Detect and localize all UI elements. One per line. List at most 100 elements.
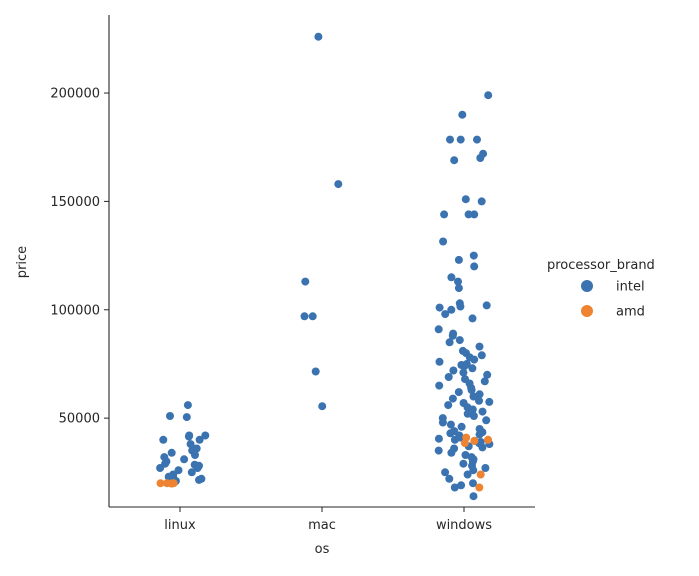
data-point-amd-windows [475,483,484,492]
data-point-amd-linux [167,479,176,488]
data-point-intel-windows [470,355,479,364]
data-point-intel-windows [444,373,453,381]
data-point-intel-windows [470,210,479,219]
data-point-intel-windows [463,409,472,418]
legend-label-amd: amd [616,305,645,320]
data-point-intel-linux [180,455,189,464]
y-axis-label: price [15,246,30,278]
data-point-intel-windows [473,135,481,144]
data-point-intel-windows [457,422,466,431]
legend-marker-intel [581,280,593,292]
y-axis-ticks: 50000 100000 150000 200000 [50,87,109,427]
legend-label-intel: intel [616,280,645,295]
data-point-intel-linux [167,448,176,457]
data-point-intel-windows [446,135,454,144]
x-axis-label: os [315,542,330,557]
data-point-intel-windows [461,451,470,459]
data-point-intel-windows [454,277,462,286]
data-point-intel-linux [195,435,204,444]
x-tick-label: windows [436,518,492,533]
data-point-intel-windows [450,483,459,492]
x-tick-label: linux [164,518,196,533]
data-point-intel-windows [434,325,443,334]
data-point-intel-linux [201,431,210,440]
data-point-amd-windows [476,470,485,479]
data-point-intel-mac [300,312,309,321]
x-axis-ticks: linux mac windows [164,507,492,533]
data-point-amd-windows [484,435,492,444]
data-point-intel-windows [480,377,489,386]
data-point-intel-windows [464,210,473,219]
data-point-intel-windows [454,388,463,397]
data-point-intel-windows [463,470,472,479]
data-point-intel-windows [468,364,477,373]
data-point-intel-windows [454,284,463,293]
data-point-intel-windows [434,434,443,443]
data-point-intel-windows [475,342,484,351]
data-point-intel-linux [166,412,174,420]
data-point-intel-windows [458,110,467,119]
data-point-intel-windows [470,262,479,271]
data-point-intel-windows [477,197,486,206]
data-point-intel-linux [183,401,192,410]
data-point-intel-windows [482,416,491,425]
data-point-amd-windows [460,439,469,448]
data-point-intel-windows [478,443,487,452]
data-point-intel-mac [314,32,323,41]
data-point-intel-windows [444,401,453,410]
data-point-intel-windows [469,479,477,488]
data-point-intel-windows [482,301,491,310]
data-point-intel-windows [481,464,490,472]
data-point-intel-windows [469,392,478,401]
data-point-intel-windows [475,390,484,399]
data-point-intel-windows [445,338,454,347]
data-point-intel-windows [484,91,493,100]
data-point-intel-linux [156,464,165,472]
data-point-intel-linux [174,466,183,475]
data-point-intel-windows [445,474,454,483]
data-point-amd-windows [470,436,479,445]
points-layer [156,32,494,501]
legend-entries: intel amd [581,280,645,320]
data-point-intel-windows [449,366,458,375]
x-tick-label: mac [308,518,336,533]
data-point-intel-windows [448,331,457,340]
data-point-intel-windows [441,468,450,477]
data-point-intel-windows [478,407,487,416]
data-point-intel-windows [456,135,465,144]
data-point-intel-windows [450,435,459,444]
data-point-intel-windows [469,251,478,260]
y-tick-label: 200000 [50,87,100,102]
data-point-intel-windows [447,273,456,282]
data-point-intel-windows [476,154,485,162]
data-point-intel-windows [447,305,456,314]
data-point-intel-windows [454,255,463,264]
data-point-intel-windows [435,303,444,312]
data-point-intel-mac [318,402,327,411]
data-point-intel-windows [435,381,444,390]
data-point-intel-windows [446,429,455,438]
data-point-intel-windows [459,459,468,468]
data-point-intel-windows [475,396,483,405]
legend-marker-amd [581,305,593,317]
data-point-intel-mac [308,312,317,321]
data-point-intel-windows [447,448,456,457]
data-point-intel-windows [469,412,478,420]
data-point-intel-linux [186,440,195,449]
data-point-intel-windows [469,466,478,475]
data-point-amd-linux [156,479,165,488]
data-point-intel-windows [440,210,449,219]
data-point-intel-windows [450,156,459,165]
data-point-intel-windows [461,195,470,204]
data-point-intel-linux [159,435,168,444]
data-point-intel-windows [456,302,465,311]
data-point-intel-linux [187,468,196,477]
data-point-intel-windows [441,310,450,319]
data-point-intel-windows [438,418,447,427]
data-point-intel-windows [467,386,476,394]
data-point-intel-windows [448,394,457,403]
data-point-intel-windows [457,481,466,490]
data-point-intel-windows [468,314,477,323]
data-point-intel-windows [439,237,448,246]
